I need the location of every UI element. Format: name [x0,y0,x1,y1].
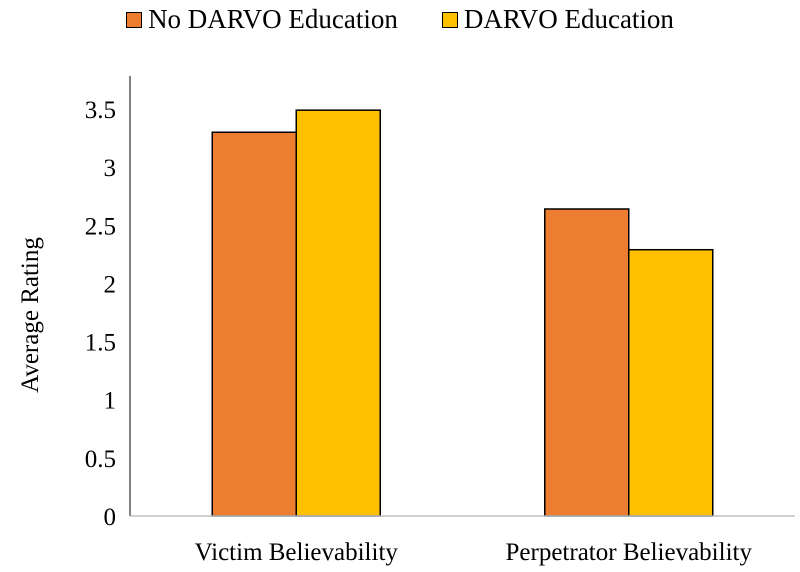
legend: No DARVO Education DARVO Education [0,4,800,35]
bar-darvo-victim [295,109,381,517]
bar-darvo-perpetrator [628,248,714,517]
y-tick-label: 0.5 [85,446,116,473]
y-tick-label: 3 [104,155,117,182]
bar-no-darvo-perpetrator [544,208,630,517]
y-tick-label: 2 [104,271,117,298]
y-tick-label: 1.5 [85,330,116,357]
x-category-label: Victim Believability [195,539,399,566]
bar-no-darvo-victim [211,131,297,517]
legend-swatch-no-darvo [126,11,143,28]
x-category-label: Perpetrator Believability [506,539,753,566]
y-tick-label: 1 [104,388,117,415]
legend-item-darvo: DARVO Education [441,4,674,35]
legend-swatch-darvo [441,11,458,28]
legend-item-no-darvo: No DARVO Education [126,4,398,35]
y-tick-label: 2.5 [85,213,116,240]
y-axis-title: Average Rating [17,237,44,393]
y-tick-label: 0 [104,504,117,531]
y-tick-label: 3.5 [85,97,116,124]
legend-label-no-darvo: No DARVO Education [148,4,398,34]
legend-label-darvo: DARVO Education [463,4,674,34]
